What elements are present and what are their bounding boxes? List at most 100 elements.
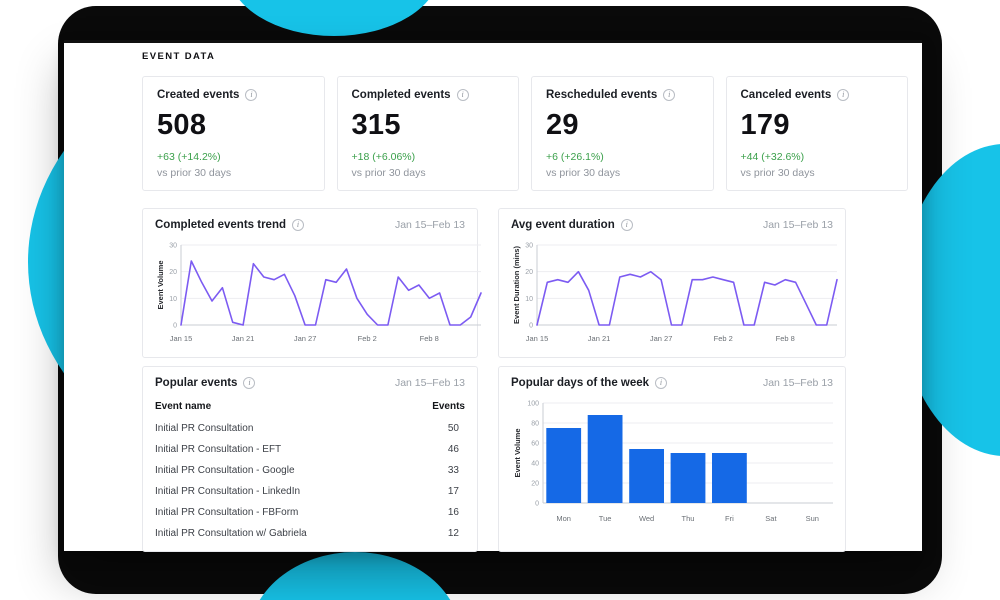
info-icon[interactable]: i [456,89,469,101]
bottom-row: Popular events i Jan 15–Feb 13 Event nam… [142,366,908,552]
table-row: Initial PR Consultation w/ Gabriela 12 [155,523,465,544]
event-name: Initial PR Consultation - EFT [155,444,282,455]
popular-events-table: Event name Events Initial PR Consultatio… [155,398,465,544]
stat-value: 179 [740,109,790,141]
svg-text:Jan 15: Jan 15 [170,334,193,343]
column-header-event-name: Event name [155,401,212,412]
avg-duration-line-chart: 0 10 20 30 Jan 15 Jan 21 Jan 27 Feb 2 Feb 8 Event… [512,243,838,343]
completed-trend-card: Completed events trend i Jan 15–Feb 13 0… [142,208,482,358]
stat-caption: vs prior 30 days [157,167,232,179]
svg-text:0: 0 [173,323,177,330]
info-icon[interactable]: i [243,377,256,389]
svg-text:Sun: Sun [806,514,819,523]
svg-text:20: 20 [525,269,533,276]
svg-text:60: 60 [531,441,539,448]
event-count: 17 [447,486,459,497]
table-row: Initial PR Consultation - LinkedIn 17 [155,481,465,502]
completed-trend-line-chart: 0 10 20 30 Jan 15 Jan 21 Jan 27 Feb 2 Feb 8 Event… [156,243,482,343]
event-name: Initial PR Consultation w/ Gabriela [155,528,307,539]
stat-title: Created events [157,89,240,101]
popular-events-card: Popular events i Jan 15–Feb 13 Event nam… [142,366,478,552]
svg-text:Jan 21: Jan 21 [588,334,611,343]
svg-text:Event Duration (mins): Event Duration (mins) [512,246,521,324]
svg-text:80: 80 [531,421,539,428]
svg-text:Mon: Mon [556,514,571,523]
stat-delta: +63 (+14.2%) [157,151,221,163]
info-icon[interactable]: i [663,89,676,101]
stat-delta: +6 (+26.1%) [546,151,604,163]
svg-text:0: 0 [529,323,533,330]
event-name: Initial PR Consultation [155,423,254,434]
popular-days-bar-chart: 0 20 40 60 80 100 Mon Tue Wed Thu Fri Sat Sun Event V… [513,401,833,523]
chart-title: Popular days of the week [511,377,650,389]
stat-caption: vs prior 30 days [740,167,815,179]
stat-value: 508 [157,109,207,141]
chart-title: Completed events trend [155,219,286,231]
info-icon[interactable]: i [837,89,850,101]
svg-text:10: 10 [525,296,533,303]
info-icon[interactable]: i [620,219,633,231]
svg-text:Wed: Wed [639,514,654,523]
popular-days-card: Popular days of the week i Jan 15–Feb 13… [498,366,846,552]
svg-text:Jan 27: Jan 27 [294,334,317,343]
svg-text:30: 30 [169,243,177,250]
table-row: Initial PR Consultation 50 [155,418,465,439]
svg-text:Jan 21: Jan 21 [232,334,255,343]
svg-text:Feb 2: Feb 2 [714,334,733,343]
event-count: 50 [447,423,459,434]
dashboard-panel: EVENT DATA Created events i 508 +63 (+14… [64,40,922,552]
svg-text:Jan 15: Jan 15 [526,334,549,343]
date-range: Jan 15–Feb 13 [394,377,465,389]
stat-cards-row: Created events i 508 +63 (+14.2%) vs pri… [142,76,908,191]
svg-text:Feb 8: Feb 8 [420,334,439,343]
chart-title: Avg event duration [511,219,615,231]
table-row: Initial PR Consultation - EFT 46 [155,439,465,460]
event-count: 46 [447,444,459,455]
date-range: Jan 15–Feb 13 [394,219,465,231]
svg-text:Event Volume: Event Volume [156,260,165,309]
svg-text:20: 20 [531,481,539,488]
info-icon[interactable]: i [655,377,668,389]
svg-text:Feb 2: Feb 2 [358,334,377,343]
svg-text:Tue: Tue [599,514,612,523]
event-name: Initial PR Consultation - FBForm [155,507,299,518]
charts-row: Completed events trend i Jan 15–Feb 13 0… [142,208,908,358]
stat-title: Completed events [351,89,451,101]
info-icon[interactable]: i [292,219,304,231]
info-icon[interactable]: i [245,89,258,101]
stat-card-canceled: Canceled events i 179 +44 (+32.6%) vs pr… [725,76,908,191]
event-name: Initial PR Consultation - LinkedIn [155,486,301,497]
table-row: Initial PR Consultation - Google 33 [155,460,465,481]
date-range: Jan 15–Feb 13 [762,377,833,389]
stat-title: Rescheduled events [546,89,658,101]
svg-text:Thu: Thu [682,514,695,523]
event-count: 12 [447,528,459,539]
stat-value: 29 [546,109,579,141]
svg-text:0: 0 [535,501,539,508]
svg-text:10: 10 [169,296,177,303]
table-row: Initial PR Consultation - FBForm 16 [155,502,465,523]
stat-caption: vs prior 30 days [546,167,621,179]
svg-text:40: 40 [531,461,539,468]
event-name: Initial PR Consultation - Google [155,465,295,476]
event-count: 16 [447,507,459,518]
stat-title: Canceled events [740,89,832,101]
svg-text:Feb 8: Feb 8 [776,334,795,343]
stat-caption: vs prior 30 days [351,167,426,179]
stat-card-rescheduled: Rescheduled events i 29 +6 (+26.1%) vs p… [531,76,714,191]
svg-text:Jan 27: Jan 27 [650,334,673,343]
svg-text:30: 30 [525,243,533,250]
svg-text:Sat: Sat [765,514,777,523]
stat-card-created: Created events i 508 +63 (+14.2%) vs pri… [142,76,325,191]
event-count: 33 [447,465,459,476]
column-header-events: Events [432,401,465,412]
stat-card-completed: Completed events i 315 +18 (+6.06%) vs p… [336,76,519,191]
stat-delta: +18 (+6.06%) [351,151,416,163]
avg-duration-card: Avg event duration i Jan 15–Feb 13 0 10 20… [498,208,846,358]
svg-text:20: 20 [169,269,177,276]
date-range: Jan 15–Feb 13 [762,219,833,231]
svg-text:Fri: Fri [725,514,734,523]
stat-value: 315 [351,109,401,141]
stat-delta: +44 (+32.6%) [740,151,805,163]
